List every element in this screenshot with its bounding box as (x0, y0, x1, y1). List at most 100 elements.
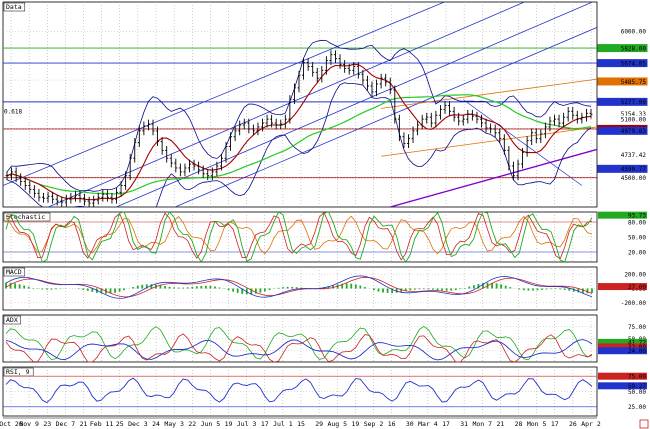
x-tick-label: 15 (297, 420, 305, 428)
stoch-k-line (5, 211, 593, 263)
fib-label: 0.618 (4, 108, 22, 115)
price-tag-label: 5154.33 (621, 111, 647, 118)
adx-value-tag-3: 24.00 (628, 348, 646, 355)
x-tick-label: Jul 3 (237, 420, 257, 428)
channel-line (3, 2, 446, 186)
scroll-button[interactable] (639, 419, 649, 429)
price-tag-box (598, 151, 647, 159)
x-tick-label: 21 (80, 420, 88, 428)
adx-line (5, 339, 593, 361)
panel-frame-0 (2, 1, 598, 208)
panel-title-box (3, 315, 21, 325)
x-tick-label: 31 (460, 420, 468, 428)
macd-line (5, 275, 593, 299)
rsi-value-tag-box (598, 382, 647, 390)
moving-average-red (6, 63, 592, 201)
adx-value-tag-3-box (598, 347, 647, 355)
stoch-value-tag: 93.73 (628, 212, 646, 219)
price-tag-label: 4590.77 (621, 166, 647, 173)
axis-level-label: 20.00 (628, 249, 646, 256)
macd-signal-line (5, 276, 593, 298)
adx-value-tag-1: 41.72 (628, 340, 646, 347)
price-tag-label: 5277.00 (621, 99, 647, 106)
x-tick-label: 30 (406, 420, 414, 428)
axis-level-label: 80.00 (628, 219, 646, 226)
x-tick-label: Feb 11 (90, 420, 114, 428)
price-tag-label: 5100.00 (621, 116, 647, 123)
axis-level-label: 75.00 (628, 324, 646, 331)
price-tag-box (597, 164, 648, 173)
price-tag-box (597, 59, 648, 68)
x-tick-label: Mon 5 (527, 420, 547, 428)
x-tick-label: 19 (351, 420, 359, 428)
channel-line (115, 2, 594, 207)
x-tick-label: 17 (442, 420, 450, 428)
x-tick-label: Jul 1 (273, 420, 293, 428)
rsi-band-tag-upper (598, 372, 647, 380)
price-tag-label: 5828.00 (621, 45, 647, 52)
x-tick-label: 29 (315, 420, 323, 428)
axis-level-label: 50.00 (628, 389, 646, 396)
panel-title: MACD (6, 268, 22, 276)
panel-title: Stochastic (6, 213, 45, 221)
x-tick-label: Aug 5 (327, 420, 347, 428)
price-tag-label: 5674.05 (621, 60, 647, 67)
price-tag-label: 4737.42 (621, 152, 647, 159)
adx-plus-di-line (5, 325, 593, 361)
bollinger-lower (6, 82, 592, 207)
axis-level-label: -200.00 (621, 300, 647, 307)
panel-title: ADX (6, 316, 18, 324)
price-tag-box (597, 77, 648, 86)
macd-value-tag-box (598, 283, 647, 291)
panel-title-box (3, 2, 26, 12)
x-tick-label: Sep 2 (364, 420, 384, 428)
orange-channel-upper (381, 78, 597, 109)
x-tick-label: 26 (569, 420, 577, 428)
x-tick-label: Apr 2 (581, 420, 601, 428)
panel-title-box (3, 267, 26, 277)
axis-level-label: 25.00 (628, 404, 646, 411)
channel-line (173, 27, 597, 207)
channel-line (47, 2, 526, 207)
x-tick-label: Mar 4 (418, 420, 438, 428)
x-tick-label: Dec 7 (56, 420, 76, 428)
axis-level-label: 200.00 (624, 271, 646, 278)
price-tag-box (598, 115, 647, 123)
x-tick-label: 19 (225, 420, 233, 428)
price-plot (3, 2, 597, 207)
adx-minus-di-line (5, 333, 593, 363)
price-tag-box (598, 27, 647, 35)
price-tag-box (597, 126, 648, 135)
price-tag-box (598, 110, 647, 118)
price-tag-box (597, 97, 648, 106)
price-tag-box (597, 44, 648, 53)
x-tick-label: Oct 26 (0, 420, 23, 428)
panel-title: RSI, 9 (6, 368, 30, 376)
panel-title-box (3, 212, 51, 222)
price-tag-label: 5485.75 (621, 79, 647, 86)
panel-title: Data (6, 3, 22, 11)
trend-line (463, 99, 583, 186)
price-tag-box (598, 174, 647, 182)
x-tick-label: Mon 7 (472, 420, 492, 428)
x-tick-label: Dec 3 (128, 420, 148, 428)
orange-channel-lower (381, 126, 597, 157)
rsi-value-tag: 59.27 (628, 383, 646, 390)
price-tag-label: 4500.00 (621, 175, 647, 182)
moving-average-green (6, 94, 592, 195)
adx-value-tag-1-box (598, 338, 647, 346)
price-tag-label: 6000.00 (621, 29, 647, 36)
x-tick-label: 17 (551, 420, 559, 428)
axis-level-label: 50.00 (628, 234, 646, 241)
stoch-d-line (5, 211, 593, 261)
x-tick-label: Jun 5 (201, 420, 221, 428)
x-tick-label: 22 (188, 420, 196, 428)
rsi-band-tag-label: 75.00 (628, 373, 646, 380)
x-tick-label: 16 (388, 420, 396, 428)
x-tick-label: 24 (152, 420, 160, 428)
x-tick-label: 17 (261, 420, 269, 428)
stoch-value-tag-box (598, 211, 647, 219)
adx-value-tag-2-box (598, 343, 647, 351)
x-tick-label: 25 (116, 420, 124, 428)
